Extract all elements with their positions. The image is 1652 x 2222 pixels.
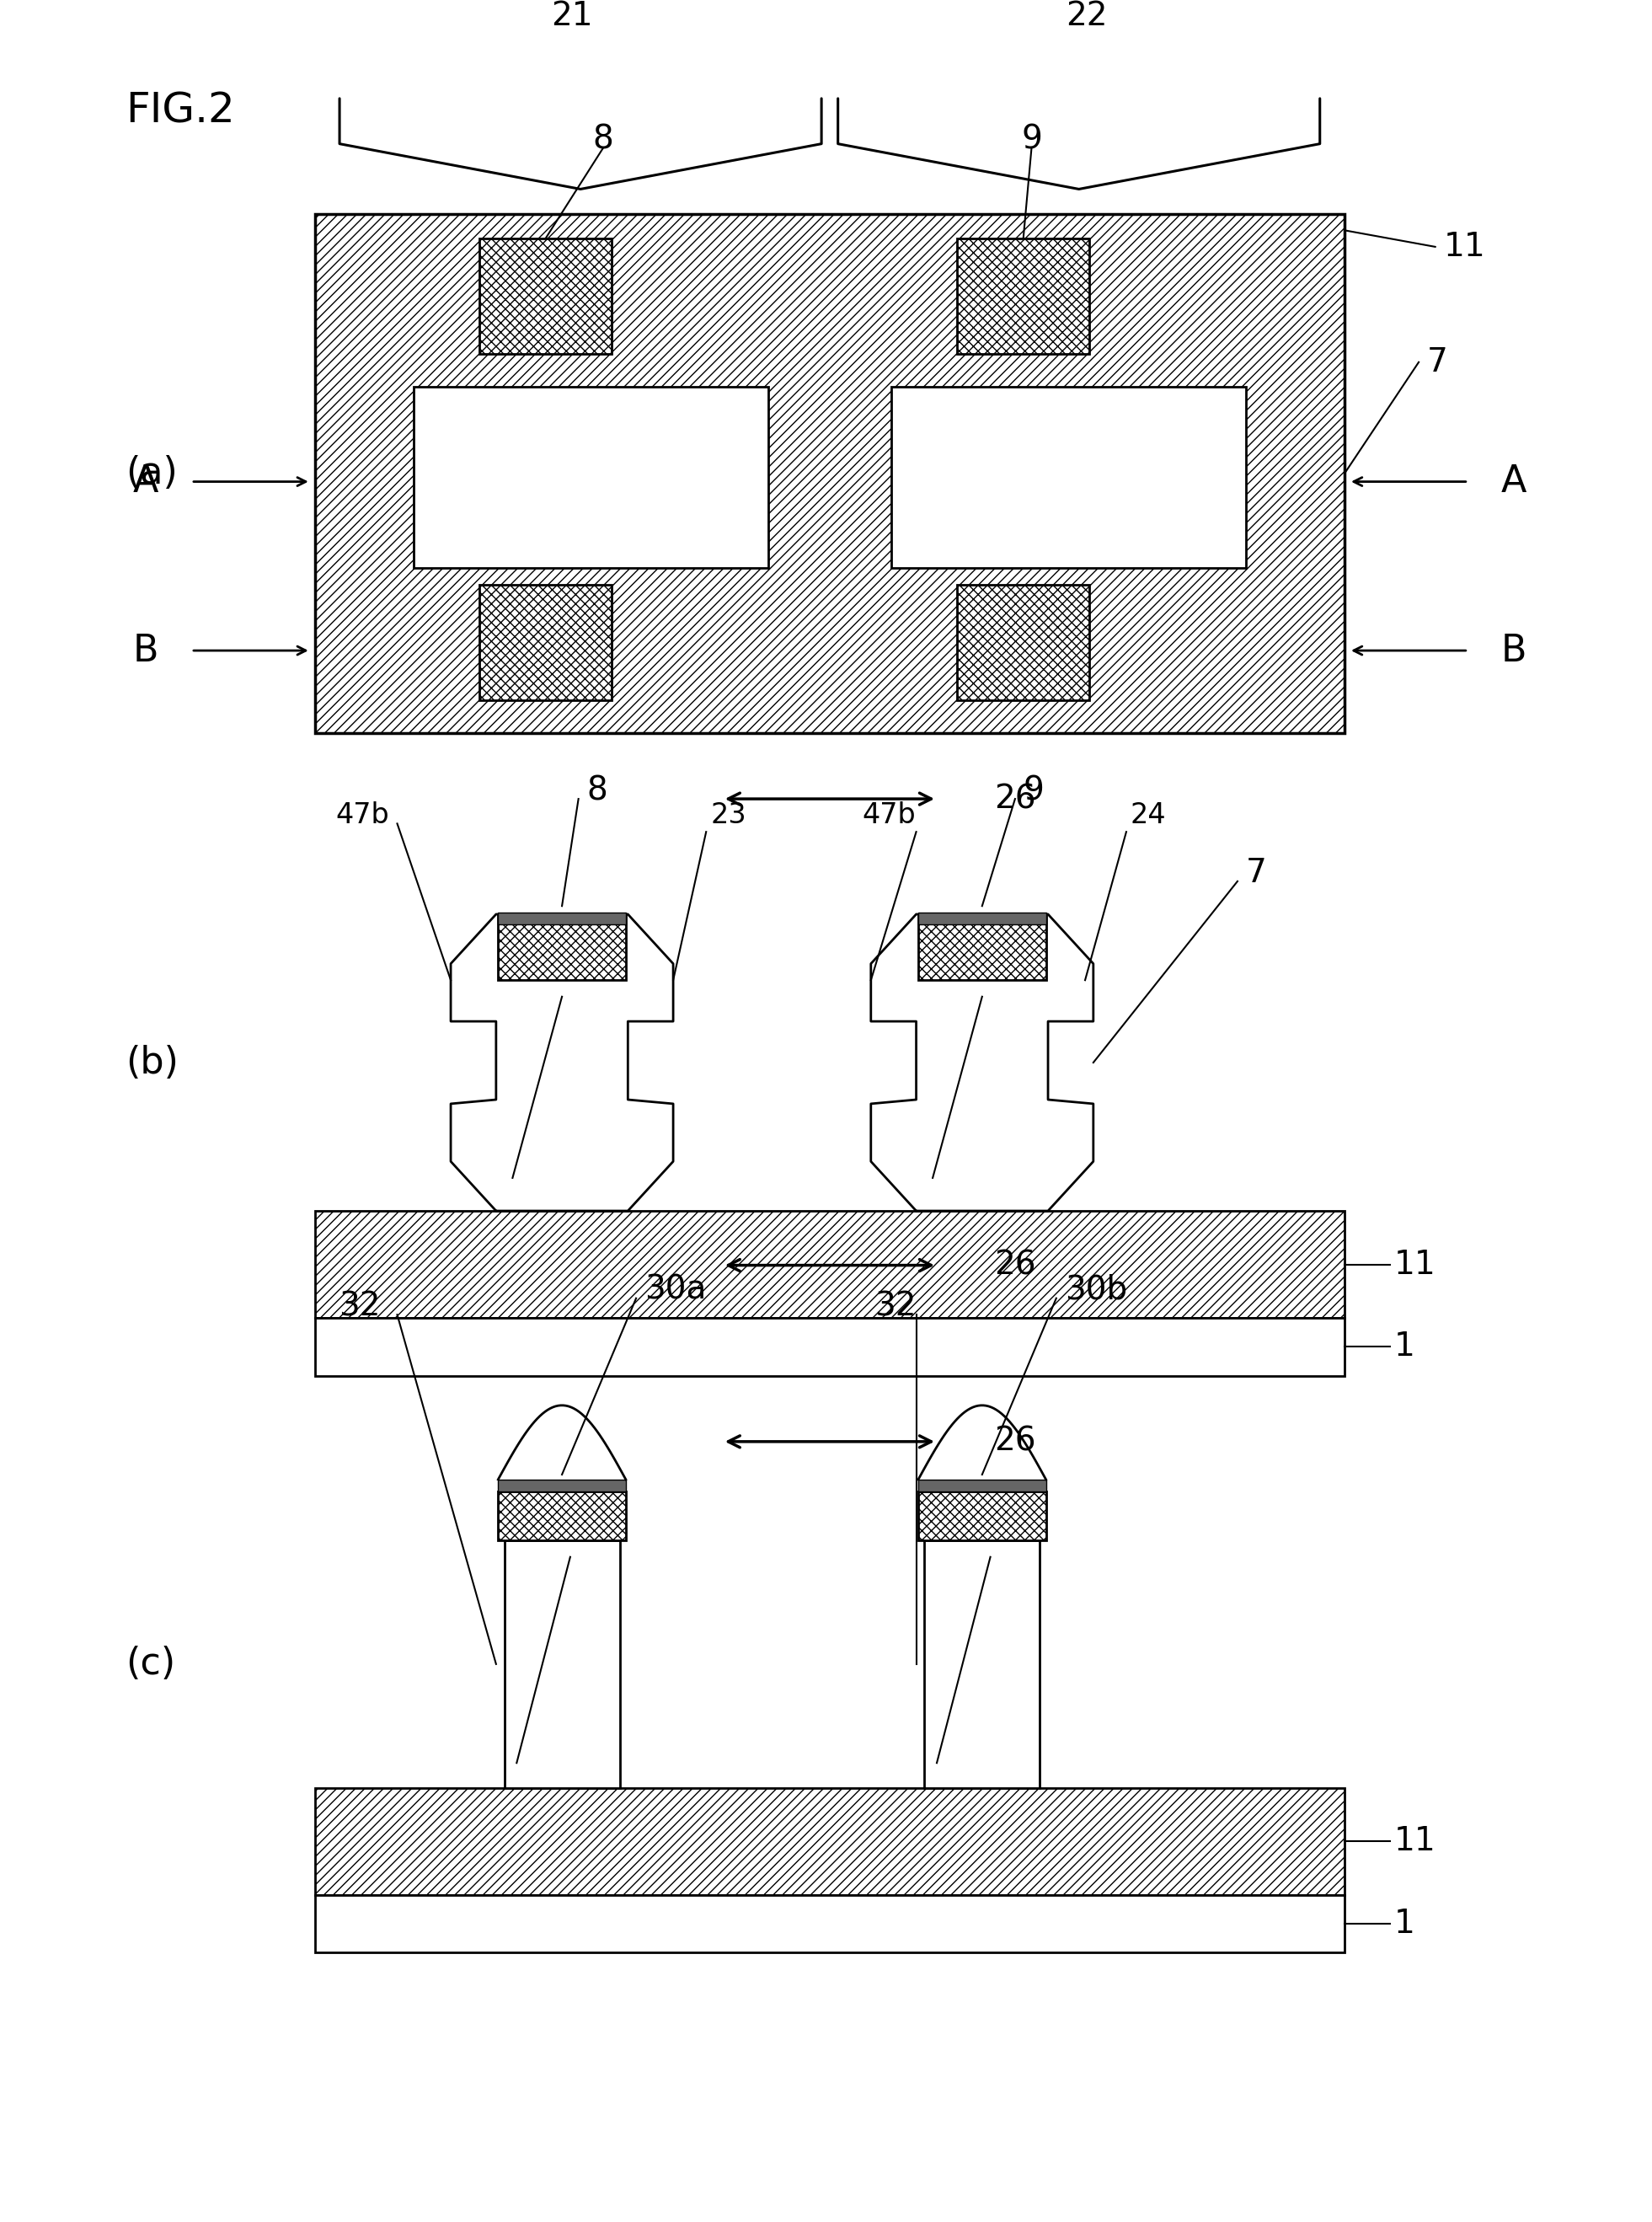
Bar [919, 913, 1046, 980]
Text: 9: 9 [1021, 124, 1042, 156]
Text: 8: 8 [593, 124, 613, 156]
Text: B: B [1502, 633, 1526, 669]
Bar [413, 387, 768, 569]
Text: 11: 11 [1444, 231, 1485, 262]
Text: 7: 7 [1246, 858, 1267, 889]
Bar [958, 584, 1089, 700]
Text: 47b: 47b [862, 802, 917, 829]
Text: 1: 1 [1394, 1909, 1416, 1940]
Text: 47b: 47b [335, 802, 388, 829]
Text: 26: 26 [995, 782, 1036, 815]
Polygon shape [451, 913, 672, 1211]
Polygon shape [871, 913, 1094, 1211]
Bar [499, 913, 626, 980]
Bar [504, 1540, 620, 1789]
Text: FIG.2: FIG.2 [126, 91, 235, 131]
Bar [316, 1211, 1345, 1318]
Bar [499, 1491, 626, 1540]
Text: 32: 32 [339, 1291, 380, 1322]
Text: 26: 26 [995, 1249, 1036, 1282]
Bar [919, 913, 1046, 924]
Bar [925, 1540, 1039, 1789]
Bar [892, 387, 1246, 569]
Bar [958, 238, 1089, 353]
Bar [316, 213, 1345, 733]
Text: 23: 23 [710, 802, 747, 829]
Bar [919, 1480, 1046, 1491]
Bar [479, 238, 611, 353]
Text: 30b: 30b [1064, 1273, 1127, 1307]
Text: 26: 26 [995, 1427, 1036, 1458]
Bar [499, 1480, 626, 1491]
Text: 8: 8 [586, 775, 608, 807]
Bar [316, 1318, 1345, 1375]
Bar [499, 913, 626, 924]
Text: 11: 11 [1394, 1249, 1436, 1280]
Bar [316, 1789, 1345, 1895]
Text: (c): (c) [126, 1647, 175, 1682]
Text: 21: 21 [552, 0, 593, 31]
Bar [316, 1895, 1345, 1953]
Text: 11: 11 [1394, 1824, 1436, 1858]
Text: 22: 22 [1066, 0, 1107, 31]
Bar [479, 584, 611, 700]
Text: A: A [1502, 464, 1526, 500]
Text: 24: 24 [1130, 802, 1166, 829]
Text: 1: 1 [1394, 1331, 1416, 1362]
Text: (a): (a) [126, 456, 177, 491]
Text: (b): (b) [126, 1044, 178, 1080]
Text: 7: 7 [1427, 347, 1447, 378]
Text: 32: 32 [874, 1291, 917, 1322]
Bar [919, 1491, 1046, 1540]
Text: A: A [132, 464, 159, 500]
Text: 9: 9 [1023, 775, 1044, 807]
Text: B: B [132, 633, 159, 669]
Text: 30a: 30a [644, 1273, 705, 1307]
